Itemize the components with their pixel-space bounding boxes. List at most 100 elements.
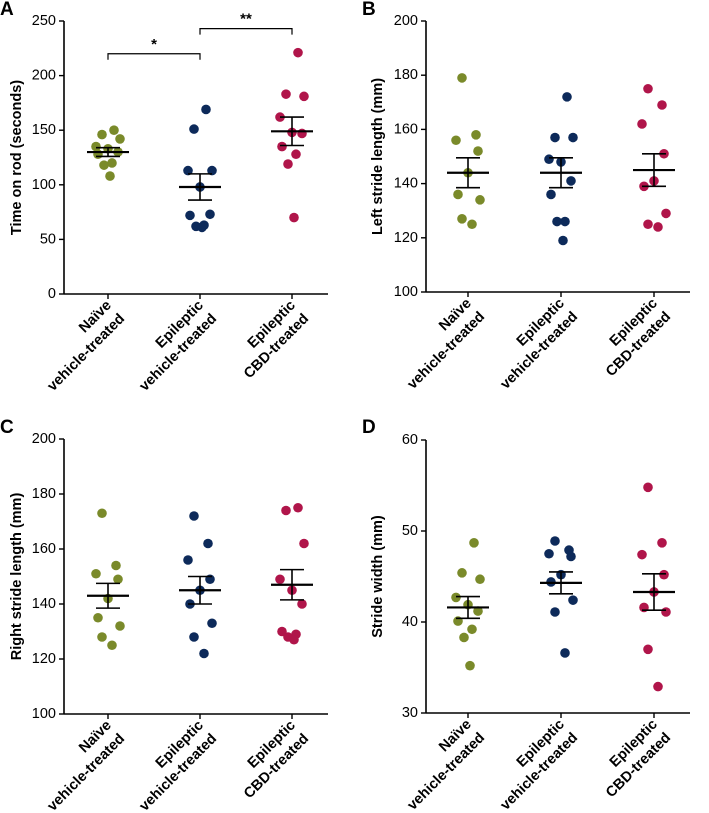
y-tick-label: 40 <box>402 614 418 630</box>
data-point <box>657 538 667 548</box>
data-point <box>189 124 199 134</box>
data-point <box>93 612 103 623</box>
data-point <box>91 568 101 579</box>
x-tick-label: Epilepticvehicle-treated <box>484 717 581 813</box>
panel-d: D Stride width (mm) 30 40 50 60 Naïvevehicle-t… <box>362 417 690 813</box>
data-point <box>283 159 293 169</box>
data-point <box>105 171 115 181</box>
data-point <box>197 222 207 233</box>
y-tick-label: 200 <box>394 13 418 29</box>
y-tick-label: 180 <box>32 486 56 502</box>
data-point <box>97 508 107 519</box>
data-point <box>183 165 193 176</box>
data-point <box>289 212 299 223</box>
data-point <box>469 538 479 548</box>
x-tick-label: EpilepticCBD-treated <box>228 718 312 802</box>
data-point <box>653 222 663 232</box>
data-point <box>560 648 570 658</box>
data-point <box>115 621 125 631</box>
significance-bracket <box>107 53 201 60</box>
y-tick-label: 50 <box>40 231 56 247</box>
data-point <box>467 624 477 635</box>
y-tick-label: 200 <box>32 431 56 447</box>
data-point <box>299 538 309 549</box>
data-point <box>473 606 483 616</box>
panel-letter: B <box>362 0 376 20</box>
x-tick-label: EpilepticCBD-treated <box>590 296 674 380</box>
x-tick-label: Naïvevehicle-treated <box>391 296 488 393</box>
data-point <box>550 132 560 143</box>
y-tick-label: 160 <box>32 541 56 557</box>
data-point <box>659 569 669 580</box>
data-point <box>203 538 213 549</box>
data-point <box>544 548 554 559</box>
data-point <box>643 482 653 493</box>
significance-bracket <box>199 28 293 35</box>
data-point <box>544 154 554 165</box>
data-point <box>465 660 475 671</box>
data-point <box>113 574 123 585</box>
data-point <box>275 574 285 585</box>
data-point <box>457 73 467 83</box>
data-point <box>451 135 461 146</box>
data-point <box>661 208 671 219</box>
data-point <box>457 214 467 224</box>
data-point <box>467 219 477 230</box>
y-tick-label: 180 <box>394 67 418 83</box>
panel-b: B Left stride length (mm) 100 120 140 160 180 2… <box>362 0 690 393</box>
data-point <box>475 574 485 585</box>
significance-label: ** <box>240 11 252 28</box>
data-point <box>91 141 101 152</box>
data-point <box>473 146 483 156</box>
x-tick-label: Epilepticvehicle-treated <box>484 296 581 393</box>
y-axis-label: Left stride length (mm) <box>370 78 386 235</box>
y-tick-label: 0 <box>48 286 56 302</box>
data-point <box>281 89 291 99</box>
data-point <box>189 632 199 642</box>
data-point <box>560 216 570 227</box>
y-tick-label: 60 <box>402 432 418 448</box>
data-point <box>189 511 199 521</box>
data-point <box>109 125 119 135</box>
data-point <box>97 632 107 642</box>
data-point <box>471 130 481 140</box>
data-point <box>201 104 211 115</box>
y-tick-label: 160 <box>394 121 418 137</box>
y-axis-label: Time on rod (seconds) <box>9 80 25 235</box>
data-point <box>457 568 467 578</box>
data-point <box>643 83 653 94</box>
y-tick-label: 100 <box>32 177 56 193</box>
data-point <box>97 129 107 140</box>
data-point <box>299 91 309 102</box>
data-point <box>185 210 195 221</box>
data-point <box>552 216 562 227</box>
data-point <box>637 549 647 560</box>
panel-letter: C <box>0 417 14 438</box>
data-point <box>653 681 663 692</box>
data-point <box>661 607 671 617</box>
data-point <box>453 189 463 200</box>
y-tick-label: 140 <box>32 596 56 612</box>
y-tick-label: 120 <box>394 230 418 246</box>
data-point <box>281 505 291 516</box>
data-point <box>451 592 461 603</box>
data-point <box>546 189 556 200</box>
panel-letter: D <box>362 417 376 438</box>
data-point <box>293 502 303 513</box>
data-point <box>550 536 560 546</box>
x-tick-label: Epilepticvehicle-treated <box>123 718 220 813</box>
data-point <box>207 618 217 629</box>
data-point <box>99 160 109 170</box>
data-point <box>111 560 121 571</box>
data-point <box>643 644 653 655</box>
data-point <box>643 219 653 230</box>
data-point <box>475 195 485 205</box>
data-point <box>93 149 103 160</box>
data-point <box>107 158 117 168</box>
data-point <box>115 134 125 144</box>
y-tick-label: 120 <box>32 651 56 667</box>
x-tick-label: Naïvevehicle-treated <box>31 298 128 395</box>
x-tick-label: EpilepticCBD-treated <box>228 298 312 382</box>
x-tick-label: Naïvevehicle-treated <box>31 718 128 813</box>
